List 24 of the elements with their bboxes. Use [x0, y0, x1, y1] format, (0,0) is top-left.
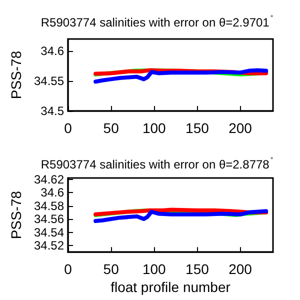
y-tick-label: 34.52: [34, 238, 64, 252]
y-tick-label: 34.54: [34, 225, 64, 240]
x-tick-label: 200: [228, 261, 252, 278]
y-tick-label: 34.6: [40, 186, 64, 200]
x-tick-label: 50: [103, 261, 120, 278]
x-tick-label: 100: [142, 261, 166, 278]
x-tick-label: 100: [142, 120, 166, 136]
line-series: [94, 68, 268, 84]
y-axis-title: PSS-78: [8, 50, 24, 100]
x-tick-label: 0: [64, 120, 72, 136]
x-tick-label: 150: [186, 261, 210, 278]
x-tick-label: 50: [103, 120, 120, 136]
line-series: [94, 209, 268, 224]
x-axis-title: float profile number: [110, 279, 231, 296]
y-axis-title: PSS-78: [8, 190, 24, 240]
y-tick-label: 34.6: [40, 44, 64, 58]
x-tick-label: 200: [228, 120, 252, 136]
x-tick-label: 0: [64, 261, 72, 278]
x-tick-label: 150: [186, 120, 210, 136]
y-tick-label: 34.62: [34, 172, 64, 186]
y-tick-label: 34.58: [34, 198, 64, 213]
y-tick-label: 34.56: [34, 212, 64, 226]
y-tick-label: 34.55: [34, 74, 64, 88]
y-tick-label: 34.5: [40, 104, 64, 118]
